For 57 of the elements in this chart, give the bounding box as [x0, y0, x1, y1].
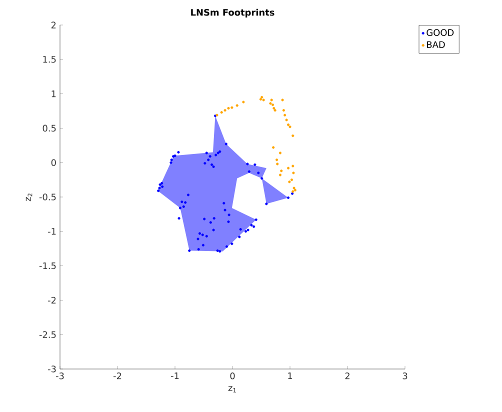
- y-axis-title: z$_{2}$: [26, 194, 32, 202]
- point: [288, 180, 291, 184]
- x-tick-label: 2: [345, 372, 350, 380]
- y-tick-label: -3: [48, 366, 56, 372]
- y-tick-label: -1.5: [39, 262, 56, 270]
- y-tick-label: -1: [48, 228, 56, 235]
- x-tick-label: 1: [288, 372, 292, 380]
- point: [272, 146, 275, 149]
- point: [278, 174, 282, 176]
- point: [281, 98, 284, 102]
- point: [284, 114, 286, 116]
- x-tick-label: -1: [170, 372, 179, 380]
- legend-label: BAD: [427, 41, 445, 48]
- point: [274, 109, 276, 112]
- y-tick-label: 1: [52, 90, 56, 98]
- point: [276, 162, 279, 166]
- point: [260, 96, 264, 99]
- point: [269, 102, 272, 105]
- point: [224, 109, 226, 112]
- point: [292, 164, 294, 168]
- point: [290, 178, 294, 182]
- point: [259, 98, 262, 101]
- point: [292, 172, 295, 174]
- point: [282, 109, 285, 112]
- y-tick-label: 2: [51, 22, 56, 28]
- y-tick-label: -2.5: [39, 331, 56, 338]
- legend-label: GOOD: [426, 29, 454, 36]
- point: [227, 106, 230, 110]
- x-tick-label: -3: [56, 372, 64, 380]
- point: [292, 134, 294, 138]
- point: [270, 98, 273, 102]
- chart-title: LNSm Footprints: [191, 8, 274, 18]
- point: [286, 166, 290, 170]
- x-tick-label: 0: [230, 372, 235, 380]
- point: [271, 104, 274, 106]
- point: [278, 152, 282, 154]
- point: [286, 123, 290, 126]
- point: [242, 100, 245, 104]
- y-tick-label: -2: [48, 296, 56, 304]
- point: [272, 106, 276, 110]
- y-tick-label: 0.5: [42, 124, 56, 132]
- x-tick-label: -2: [113, 372, 122, 380]
- x-axis-title: z$_{1}$: [228, 386, 236, 392]
- point: [220, 111, 223, 114]
- x-tick-label: 3: [402, 372, 408, 380]
- y-tick-label: 1.5: [43, 56, 56, 63]
- point: [292, 186, 296, 190]
- point: [236, 104, 238, 107]
- point: [230, 106, 234, 109]
- point: [275, 158, 278, 162]
- point: [262, 98, 265, 102]
- point: [280, 170, 283, 172]
- y-tick-label: 0: [51, 159, 56, 166]
- y-tick-label: -0.5: [39, 194, 56, 200]
- point: [294, 188, 296, 192]
- point: [285, 118, 288, 122]
- point: [288, 126, 292, 128]
